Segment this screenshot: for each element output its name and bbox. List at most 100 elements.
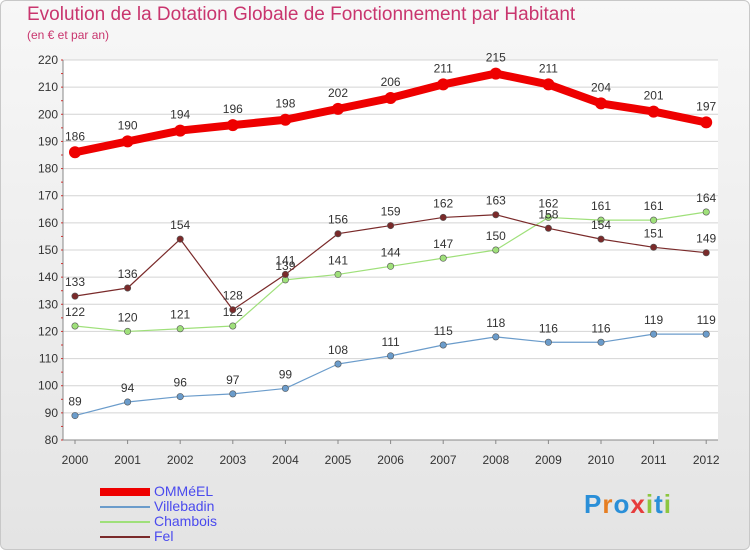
data-label: 96: [174, 376, 188, 390]
data-point: [124, 284, 132, 292]
data-point: [597, 338, 605, 346]
data-point: [489, 67, 502, 80]
data-label: 161: [644, 199, 664, 213]
data-point: [702, 208, 710, 216]
x-tick-label: 2011: [641, 453, 667, 467]
legend-swatch: [100, 488, 150, 496]
data-label: 156: [328, 213, 348, 227]
data-point: [334, 360, 342, 368]
data-label: 164: [696, 191, 716, 205]
data-label: 162: [433, 196, 453, 210]
data-label: 204: [591, 80, 611, 94]
data-label: 198: [275, 97, 295, 111]
y-tick-label: 90: [45, 406, 59, 420]
data-point: [439, 213, 447, 221]
chart-title: Evolution de la Dotation Globale de Fonc…: [27, 4, 576, 25]
data-point: [492, 333, 500, 341]
data-label: 206: [381, 75, 401, 89]
logo-letter: i: [645, 489, 655, 519]
data-label: 150: [486, 229, 506, 243]
data-label: 144: [381, 245, 401, 259]
data-label: 211: [539, 61, 558, 75]
data-label: 118: [486, 316, 505, 330]
data-point: [439, 341, 447, 349]
data-point: [437, 78, 450, 91]
data-label: 141: [328, 253, 348, 267]
data-point: [229, 322, 237, 330]
data-point: [69, 146, 81, 159]
data-label: 215: [486, 51, 506, 65]
data-point: [281, 384, 289, 392]
logo-letter: t: [654, 489, 664, 519]
data-point: [595, 97, 607, 110]
data-label: 97: [226, 373, 240, 387]
data-point: [229, 390, 237, 398]
data-point: [702, 249, 710, 257]
data-label: 159: [381, 205, 401, 219]
data-point: [281, 270, 289, 278]
data-point: [334, 270, 342, 278]
x-tick-label: 2007: [430, 453, 457, 467]
data-point: [650, 330, 658, 338]
data-point: [387, 222, 395, 230]
data-label: 202: [328, 86, 348, 100]
data-label: 197: [696, 99, 716, 113]
data-label: 119: [644, 313, 663, 327]
y-tick-label: 140: [38, 270, 58, 284]
data-label: 111: [381, 335, 400, 349]
data-label: 161: [591, 199, 611, 213]
data-point: [700, 116, 713, 129]
data-label: 201: [644, 89, 664, 103]
data-label: 139: [275, 259, 295, 273]
y-tick-label: 210: [38, 80, 58, 94]
data-label: 115: [434, 324, 453, 338]
data-label: 196: [223, 102, 243, 116]
data-point: [702, 330, 710, 338]
y-tick-label: 150: [38, 243, 58, 257]
data-point: [174, 124, 187, 137]
data-point: [650, 243, 658, 251]
y-tick-label: 170: [38, 189, 58, 203]
data-label: 128: [223, 289, 243, 303]
y-tick-label: 190: [38, 134, 58, 148]
x-tick-label: 2001: [114, 453, 141, 467]
y-tick-label: 120: [38, 324, 58, 338]
legend-label: Fel: [154, 528, 174, 544]
x-tick-label: 2009: [535, 453, 562, 467]
x-tick-label: 2000: [62, 453, 89, 467]
data-point: [384, 92, 397, 104]
data-point: [334, 230, 342, 238]
data-point: [387, 262, 395, 270]
data-point: [176, 393, 184, 401]
data-point: [71, 292, 79, 300]
data-label: 116: [591, 321, 610, 335]
data-label: 190: [118, 118, 138, 132]
data-point: [492, 211, 500, 219]
data-point: [597, 235, 605, 243]
data-label: 211: [434, 61, 453, 75]
data-point: [650, 216, 658, 224]
x-tick-label: 2010: [588, 453, 615, 467]
y-tick-label: 100: [38, 379, 58, 393]
data-label: 151: [644, 226, 664, 240]
data-label: 147: [433, 237, 453, 251]
logo-letter: i: [663, 489, 672, 519]
data-point: [439, 254, 447, 262]
data-point: [544, 338, 552, 346]
data-point: [121, 135, 134, 148]
data-label: 116: [539, 321, 558, 335]
y-tick-label: 110: [39, 352, 58, 366]
data-point: [544, 224, 552, 232]
data-label: 99: [279, 367, 293, 381]
data-label: 120: [118, 310, 138, 324]
data-label: 119: [697, 313, 716, 327]
data-label: 136: [118, 267, 138, 281]
data-label: 122: [65, 305, 85, 319]
data-label: 154: [170, 218, 190, 232]
logo-letter: x: [630, 489, 646, 519]
data-point: [387, 352, 395, 360]
legend-label: OMMéEL: [154, 483, 214, 499]
data-point: [71, 322, 79, 330]
data-label: 94: [121, 381, 135, 395]
